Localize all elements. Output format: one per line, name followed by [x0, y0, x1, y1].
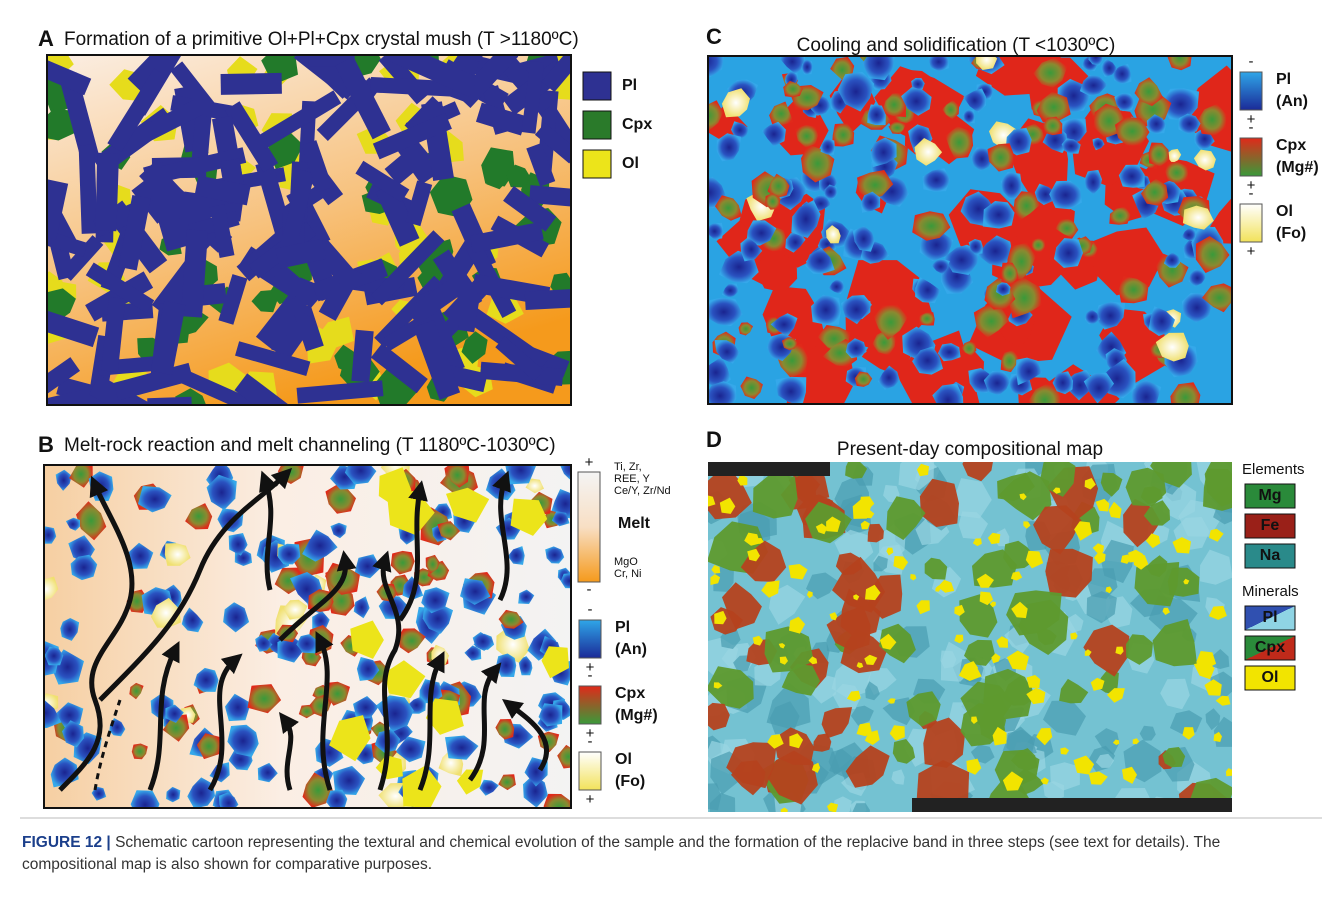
- legend-label: Pl: [615, 619, 630, 636]
- legend-label: Pl: [1262, 609, 1277, 626]
- scale-sign: +: [1247, 243, 1256, 260]
- scale-title: Melt: [618, 515, 651, 532]
- caption-label: FIGURE 12 |: [22, 834, 111, 851]
- legend-label: (Fo): [1276, 225, 1306, 242]
- panel-letter: D: [706, 427, 722, 452]
- panel-title: Melt-rock reaction and melt channeling (…: [64, 435, 556, 456]
- scale-sign: -: [1249, 185, 1254, 202]
- map-mask: [708, 462, 830, 476]
- legend-label: (An): [1276, 93, 1308, 110]
- legend-swatch: [579, 620, 601, 658]
- legend-label: Ol: [615, 751, 632, 768]
- legend-heading: Minerals: [1242, 583, 1299, 600]
- clinopyroxene: [703, 703, 730, 731]
- legend-label: (Mg#): [1276, 159, 1319, 176]
- legend-swatch: [583, 150, 611, 178]
- legend-swatch: [579, 752, 601, 790]
- panel-title: Cooling and solidification (T <1030ºC): [797, 35, 1116, 56]
- legend-label: Na: [1260, 547, 1281, 564]
- plagioclase: [221, 73, 282, 95]
- scale-label: MgO: [614, 556, 638, 568]
- legend-label: Cpx: [1276, 137, 1306, 154]
- scale-sign: -: [1249, 119, 1254, 136]
- scale-sign: +: [585, 454, 594, 471]
- scale-label: Cr, Ni: [614, 568, 642, 580]
- scale-label: Ti, Zr,: [614, 461, 642, 473]
- legend-label: Pl: [1276, 71, 1291, 88]
- scale-label: REE, Y: [614, 473, 651, 485]
- legend-swatch: [583, 72, 611, 100]
- scale-label: Ce/Y, Zr/Nd: [614, 485, 671, 497]
- legend-label: Ol: [622, 155, 639, 172]
- clinopyroxene: [1203, 469, 1243, 511]
- melt-scale-bar: [578, 472, 600, 582]
- scale-sign: -: [588, 733, 593, 750]
- legend-swatch: [1240, 138, 1262, 176]
- legend-label: Cpx: [622, 116, 652, 133]
- legend: -+Pl(An)-+Cpx(Mg#)-+Ol(Fo): [579, 601, 658, 808]
- legend-label: Cpx: [615, 685, 645, 702]
- map-mask: [912, 798, 1232, 812]
- plagioclase: [1131, 380, 1161, 414]
- legend-label: (Fo): [615, 773, 645, 790]
- scale-sign: -: [588, 667, 593, 684]
- legend-label: Pl: [622, 77, 637, 94]
- scale-sign: -: [1249, 53, 1254, 70]
- legend-label: (Mg#): [615, 707, 658, 724]
- plagioclase: [95, 153, 119, 232]
- legend-label: Ol: [1262, 669, 1279, 686]
- legend-swatch: [579, 686, 601, 724]
- panel-letter: A: [38, 26, 54, 51]
- legend-label: Mg: [1258, 487, 1281, 504]
- caption: FIGURE 12 | Schematic cartoon representi…: [22, 832, 1317, 876]
- page: A Formation of a primitive Ol+Pl+Cpx cry…: [0, 0, 1342, 899]
- legend-label: Ol: [1276, 203, 1293, 220]
- legend-swatch: [1240, 72, 1262, 110]
- texture: [693, 783, 722, 810]
- legend-swatch: [1240, 204, 1262, 242]
- legend: -+Pl(An)-+Cpx(Mg#)-+Ol(Fo): [1240, 53, 1319, 260]
- figure: A Formation of a primitive Ol+Pl+Cpx cry…: [0, 0, 1342, 824]
- legend-swatch: [583, 111, 611, 139]
- panel-title: Present-day compositional map: [837, 439, 1103, 460]
- panel-title: Formation of a primitive Ol+Pl+Cpx cryst…: [64, 29, 579, 50]
- panel-letter: C: [706, 24, 722, 49]
- panel-letter: B: [38, 432, 54, 457]
- scale-sign: -: [588, 601, 593, 618]
- scale-sign: +: [586, 791, 595, 808]
- caption-text: Schematic cartoon representing the textu…: [22, 834, 1220, 873]
- clinopyroxene: [1168, 45, 1192, 70]
- legend-label: Fe: [1261, 517, 1280, 534]
- legend-heading: Elements: [1242, 461, 1305, 478]
- legend-label: (An): [615, 641, 647, 658]
- legend-label: Cpx: [1255, 639, 1285, 656]
- scale-sign: -: [587, 581, 592, 598]
